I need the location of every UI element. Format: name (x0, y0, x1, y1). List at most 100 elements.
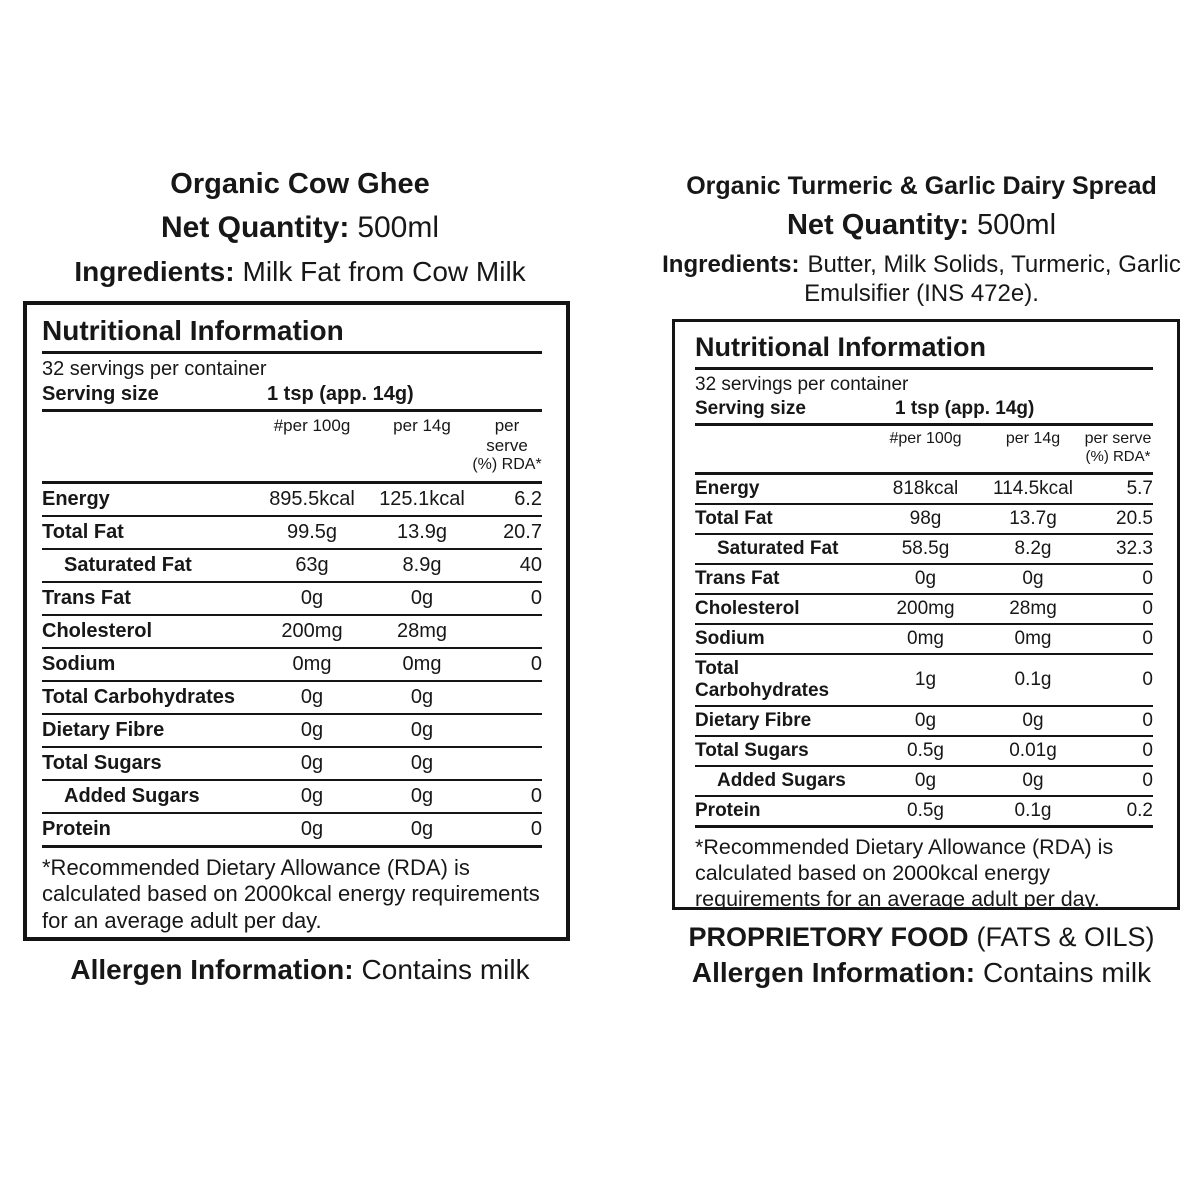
proprietory-value: (FATS & OILS) (976, 921, 1155, 952)
divider (695, 825, 1153, 829)
per-100g-value: 0g (300, 586, 324, 609)
ingredients-value: Milk Fat from Cow Milk (242, 256, 526, 287)
col-header-per-14g: per 14g (1005, 429, 1061, 447)
per-100g-value: 0mg (907, 628, 944, 650)
per-14g-value: 0g (410, 751, 434, 774)
divider (42, 844, 542, 848)
divider (695, 366, 1153, 370)
per-14g-value: 0mg (1014, 628, 1052, 650)
per-14g-value: 13.7g (1009, 508, 1057, 530)
nutrition-row: Sodium 0mg 0mg 0 (695, 625, 1153, 656)
label-panel-dairy-spread: Organic Turmeric & Garlic Dairy Spread N… (658, 172, 1185, 989)
rda-percent-value: 0 (1142, 669, 1153, 691)
nutrient-name: Saturated Fat (64, 553, 192, 576)
rda-percent-value: 0 (1142, 710, 1153, 732)
per-14g-value: 0g (410, 718, 434, 741)
nutrition-row: Total Fat 99.5g 13.9g 20.7 (42, 517, 542, 550)
nutrition-row: Protein 0.5g 0.1g 0.2 (695, 797, 1153, 825)
column-header-row: #per 100g per 14g per serve (%) RDA* (695, 426, 1153, 473)
per-100g-value: 0.5g (907, 800, 944, 822)
rda-percent-value: 0 (530, 784, 542, 807)
ingredients-line: Ingredients: Milk Fat from Cow Milk (20, 256, 580, 288)
per-14g-value: 0g (410, 784, 434, 807)
allergen-label: Allergen Information: (70, 954, 354, 985)
nutrition-row: Trans Fat 0g 0g 0 (42, 583, 542, 616)
per-14g-value: 0g (410, 817, 434, 840)
nutrient-name: Cholesterol (42, 619, 153, 642)
servings-per-container: 32 servings per container (695, 373, 909, 395)
nutrition-row: Energy 818kcal 114.5kcal 5.7 (695, 475, 1153, 506)
nutrition-row: Protein 0g 0g 0 (42, 814, 542, 845)
net-quantity-value: 500ml (977, 209, 1057, 241)
per-100g-value: 0g (300, 751, 324, 774)
per-100g-value: 0g (300, 784, 324, 807)
per-100g-value: 0g (300, 685, 324, 708)
per-100g-value: 0g (914, 568, 937, 590)
per-100g-value: 818kcal (892, 478, 959, 500)
nutrient-name: Added Sugars (717, 770, 846, 792)
proprietory-food-line: PROPRIETORY FOOD (FATS & OILS) (658, 922, 1185, 953)
rda-percent-value: 20.7 (503, 520, 542, 543)
nutrient-name: Trans Fat (695, 568, 780, 590)
allergen-value: Contains milk (361, 954, 530, 985)
net-quantity-line: Net Quantity: 500ml (20, 211, 580, 245)
label-panel-cow-ghee: Organic Cow Ghee Net Quantity: 500ml Ingr… (20, 168, 580, 986)
rda-percent-value: 6.2 (514, 487, 542, 510)
nutrition-row: Cholesterol 200mg 28mg (42, 616, 542, 649)
rda-percent-value: 0 (530, 652, 542, 675)
nutrition-row: Cholesterol 200mg 28mg 0 (695, 595, 1153, 626)
rda-percent-value: 0 (1142, 770, 1153, 792)
nutrient-name: Protein (695, 800, 761, 822)
rda-footnote: *Recommended Dietary Allowance (RDA) is … (695, 835, 1114, 910)
rda-percent-value: 0 (1142, 740, 1153, 762)
nutrition-row: Total Fat 98g 13.7g 20.5 (695, 505, 1153, 536)
nutrient-name: Total Sugars (695, 740, 809, 762)
per-14g-value: 0g (1022, 710, 1044, 732)
per-100g-value: 98g (909, 508, 942, 530)
nutrition-heading: Nutritional Information (695, 331, 986, 362)
per-14g-value: 0.1g (1014, 800, 1052, 822)
per-100g-value: 63g (295, 553, 329, 576)
per-serve-text: per serve (486, 416, 528, 456)
nutrition-row: Added Sugars 0g 0g 0 (695, 767, 1153, 798)
per-100g-value: 0mg (292, 652, 332, 675)
nutrition-row: Total Sugars 0g 0g (42, 748, 542, 781)
product-title: Organic Turmeric & Garlic Dairy Spread (686, 172, 1157, 200)
per-100g-value: 1g (914, 669, 937, 691)
rda-percent-value: 0 (1142, 568, 1153, 590)
divider (42, 351, 542, 354)
rda-percent-value: 0 (530, 817, 542, 840)
nutrition-row: Dietary Fibre 0g 0g 0 (695, 707, 1153, 738)
nutrition-facts-box: Nutritional Information 32 servings per … (23, 301, 570, 941)
col-header-per-100g: #per 100g (889, 429, 962, 447)
nutrition-row: Trans Fat 0g 0g 0 (695, 565, 1153, 596)
ingredients-line: Ingredients: Butter, Milk Solids, Turmeri… (658, 250, 1185, 309)
nutrition-row: Saturated Fat 63g 8.9g 40 (42, 550, 542, 583)
per-14g-value: 114.5kcal (993, 478, 1073, 500)
serving-size-value: 1 tsp (app. 14g) (895, 397, 1035, 419)
per-100g-value: 99.5g (286, 520, 338, 543)
ingredients-label: Ingredients: (662, 251, 800, 278)
net-quantity-label: Net Quantity: (786, 209, 970, 241)
nutrient-name: Protein (42, 817, 111, 840)
nutrient-name: Dietary Fibre (42, 718, 165, 741)
per-14g-value: 0mg (402, 652, 442, 675)
serving-size-label: Serving size (42, 383, 159, 405)
nutrient-name: Energy (695, 478, 760, 500)
per-14g-value: 8.9g (402, 553, 442, 576)
nutrient-name: Trans Fat (42, 586, 131, 609)
col-header-per-serve: per serve (%) RDA* (472, 416, 542, 475)
rda-percent-value: 20.5 (1116, 508, 1153, 530)
nutrition-rows: Energy 818kcal 114.5kcal 5.7 Total Fat 9… (695, 475, 1153, 825)
rda-percent-value: 0 (1142, 598, 1153, 620)
nutrition-row: Dietary Fibre 0g 0g (42, 715, 542, 748)
nutrition-rows: Energy 895.5kcal 125.1kcal 6.2 Total Fat… (42, 484, 542, 845)
divider (42, 480, 542, 484)
nutrient-name: Total Carbohydrates (42, 685, 235, 708)
allergen-label: Allergen Information: (691, 956, 976, 988)
rda-percent-value: 0.2 (1126, 800, 1153, 822)
allergen-line: Allergen Information: Contains milk (20, 954, 580, 986)
nutrition-facts-box: Nutritional Information 32 servings per … (672, 318, 1180, 910)
per-14g-value: 28mg (1009, 598, 1057, 620)
per-100g-value: 0g (300, 817, 324, 840)
